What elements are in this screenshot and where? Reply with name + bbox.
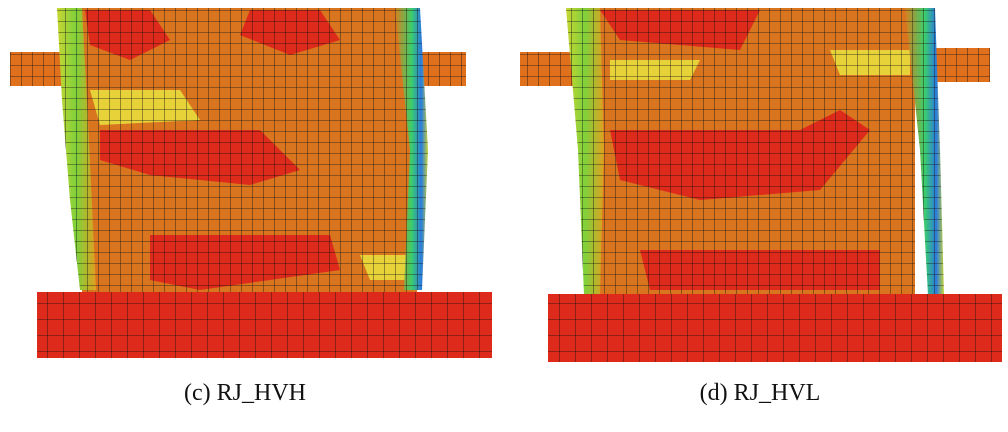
panel-c	[10, 8, 492, 358]
caption: (c) RJ_HVH	[95, 380, 395, 407]
caption: (d) RJ_HVL	[610, 380, 910, 407]
panel-d	[520, 8, 1002, 362]
fe-contours	[0, 0, 1008, 370]
figure-page: (c) RJ_HVH (d) RJ_HVL	[0, 0, 1008, 432]
